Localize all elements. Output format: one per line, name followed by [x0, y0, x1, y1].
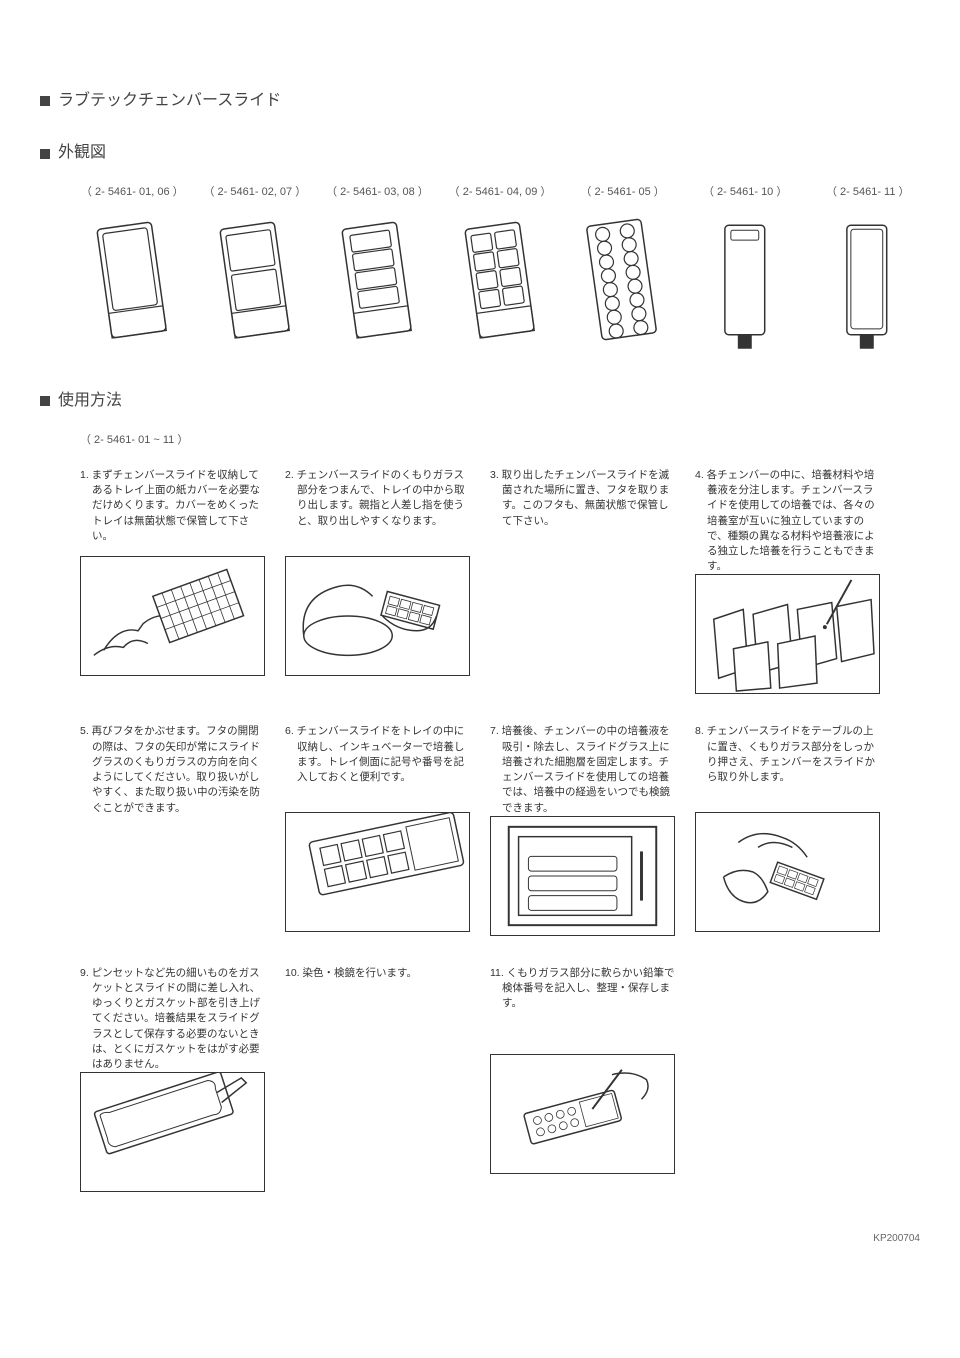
step: 11. くもりガラス部分に軟らかい鉛筆で検体番号を記入し、整理・保存します。: [490, 966, 675, 1193]
step: 6. チェンバースライドをトレイの中に収納し、インキュベーターで培養します。トレ…: [285, 724, 470, 935]
appearance-figures: [80, 210, 920, 360]
appearance-fig-7: [815, 210, 920, 360]
step: 3. 取り出したチェンバースライドを滅菌された場所に置き、フタを取ります。このフ…: [490, 468, 675, 695]
step: 8. チェンバースライドをテーブルの上に置き、くもりガラス部分をしっかり押さえ、…: [695, 724, 880, 935]
appearance-fig-6: [693, 210, 798, 360]
step-illustration: [490, 816, 675, 936]
appearance-fig-3: [325, 210, 430, 360]
title-text: ラブテックチェンバースライド: [58, 90, 281, 112]
step-illustration: [490, 1054, 675, 1174]
step-text: 9. ピンセットなど先の細いものをガスケットとスライドの間に差し入れ、ゆっくりと…: [80, 966, 265, 1073]
ref-label: （ 2- 5461- 02, 07 ）: [203, 185, 308, 200]
ref-label: （ 2- 5461- 04, 09 ）: [448, 185, 553, 200]
step-text: 10. 染色・検鏡を行います。: [285, 966, 470, 1054]
step: 2. チェンバースライドのくもりガラス部分をつまんで、トレイの中から取り出します…: [285, 468, 470, 695]
heading-appearance: 外観図: [40, 142, 920, 164]
appearance-fig-2: [203, 210, 308, 360]
usage-ref: （ 2- 5461- 01 ~ 11 ）: [80, 433, 920, 448]
page-title: ラブテックチェンバースライド: [40, 90, 920, 112]
step-text: 3. 取り出したチェンバースライドを滅菌された場所に置き、フタを取ります。このフ…: [490, 468, 675, 556]
step-text: 6. チェンバースライドをトレイの中に収納し、インキュベーターで培養します。トレ…: [285, 724, 470, 812]
step-illustration: [80, 556, 265, 676]
appearance-fig-1: [80, 210, 185, 360]
heading-appearance-text: 外観図: [58, 142, 106, 164]
step-text: 7. 培養後、チェンバーの中の培養液を吸引・除去し、スライドグラス上に培養された…: [490, 724, 675, 815]
product-refs: （ 2- 5461- 01, 06 ） （ 2- 5461- 02, 07 ） …: [80, 185, 920, 200]
step-illustration: [285, 556, 470, 676]
step-illustration: [695, 812, 880, 932]
step-text: 5. 再びフタをかぶせます。フタの開閉の際は、フタの矢印が常にスライドグラスのく…: [80, 724, 265, 815]
heading-usage: 使用方法: [40, 390, 920, 412]
ref-label: （ 2- 5461- 05 ）: [570, 185, 675, 200]
step-illustration: [285, 812, 470, 932]
step: 10. 染色・検鏡を行います。: [285, 966, 470, 1193]
step-text: 4. 各チェンバーの中に、培養材料や培養液を分注します。チェンバースライドを使用…: [695, 468, 880, 575]
step-illustration: [80, 1072, 265, 1192]
heading-usage-text: 使用方法: [58, 390, 122, 412]
step: 9. ピンセットなど先の細いものをガスケットとスライドの間に差し入れ、ゆっくりと…: [80, 966, 265, 1193]
footer-code: KP200704: [40, 1232, 920, 1246]
step: 7. 培養後、チェンバーの中の培養液を吸引・除去し、スライドグラス上に培養された…: [490, 724, 675, 935]
step-text: 2. チェンバースライドのくもりガラス部分をつまんで、トレイの中から取り出します…: [285, 468, 470, 556]
ref-label: （ 2- 5461- 10 ）: [693, 185, 798, 200]
appearance-fig-5: [570, 210, 675, 360]
step: [695, 966, 880, 1193]
ref-label: （ 2- 5461- 03, 08 ）: [325, 185, 430, 200]
step-illustration: [695, 574, 880, 694]
step: 5. 再びフタをかぶせます。フタの開閉の際は、フタの矢印が常にスライドグラスのく…: [80, 724, 265, 935]
step-text: 11. くもりガラス部分に軟らかい鉛筆で検体番号を記入し、整理・保存します。: [490, 966, 675, 1054]
steps-grid: 1. まずチェンバースライドを収納してあるトレイ上面の紙カバーを必要なだけめくり…: [80, 468, 880, 1192]
step: 1. まずチェンバースライドを収納してあるトレイ上面の紙カバーを必要なだけめくり…: [80, 468, 265, 695]
ref-label: （ 2- 5461- 01, 06 ）: [80, 185, 185, 200]
ref-label: （ 2- 5461- 11 ）: [815, 185, 920, 200]
step: 4. 各チェンバーの中に、培養材料や培養液を分注します。チェンバースライドを使用…: [695, 468, 880, 695]
step-text: 1. まずチェンバースライドを収納してあるトレイ上面の紙カバーを必要なだけめくり…: [80, 468, 265, 556]
appearance-fig-4: [448, 210, 553, 360]
step-text: 8. チェンバースライドをテーブルの上に置き、くもりガラス部分をしっかり押さえ、…: [695, 724, 880, 812]
